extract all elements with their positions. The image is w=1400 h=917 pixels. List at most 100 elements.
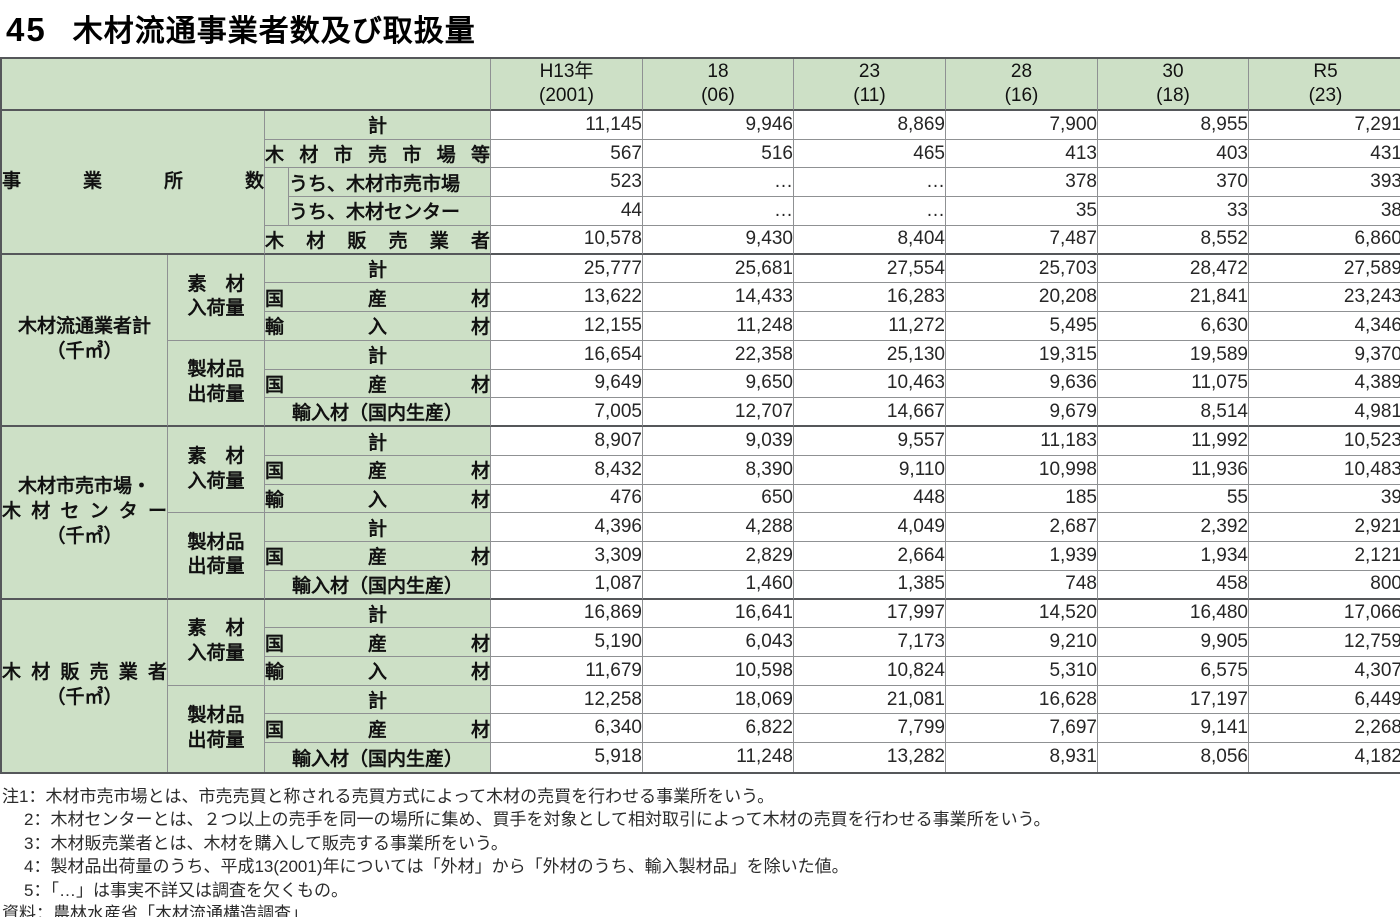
value-cell: 5,918 <box>491 743 643 772</box>
year-sublabel: (23) <box>1308 85 1343 106</box>
value-cell: 9,946 <box>643 111 794 140</box>
value-cell: 25,681 <box>643 254 794 284</box>
row-label: 計 <box>265 427 491 456</box>
subgroup-label: 素 材 入荷量 <box>168 254 265 341</box>
value-cell: 13,282 <box>794 743 946 772</box>
value-cell: 55 <box>1098 484 1249 514</box>
value-cell: 10,824 <box>794 657 946 686</box>
value-cell: 12,258 <box>491 685 643 715</box>
value-cell: 11,075 <box>1098 369 1249 399</box>
value-cell: 1,385 <box>794 570 946 600</box>
row-label: 国産材 <box>265 628 491 657</box>
year-sublabel: (2001) <box>539 85 594 106</box>
table-row: うち、木材市売市場 523 … … 378 370 393 <box>2 168 1400 226</box>
value-cell: 25,777 <box>491 254 643 284</box>
value-cell: 16,628 <box>946 685 1098 715</box>
value-cell: 4,346 <box>1249 312 1400 341</box>
value-cell: 448 <box>794 484 946 514</box>
value-cell: 10,578 <box>491 225 643 255</box>
subgroup-label: 素 材 入荷量 <box>168 599 265 686</box>
row-label: 国産材 <box>265 369 491 399</box>
table-row: 製材品 出荷量 計 4,396 4,288 4,049 2,687 2,392 … <box>2 513 1400 600</box>
row-label: 輸入材 <box>265 657 491 686</box>
subgroup-label: 製材品 出荷量 <box>168 340 265 428</box>
value-cell: 2,664 <box>794 541 946 571</box>
group-label-line: 木材市売市場・ <box>17 476 151 498</box>
subgroup-label-line: 製材品 <box>187 531 245 553</box>
note-line: 3：木材販売業者とは、木材を購入して販売する事業所をいう。 <box>24 833 508 853</box>
page: 45 木材流通事業者数及び取扱量 H13年 (2001) 18 (06) 23 … <box>0 6 1400 917</box>
value-cell: 8,907 <box>491 427 643 456</box>
group-label: 木材市売市場・ 木材センター （千㎥） <box>2 427 168 600</box>
value-cell: 4,981 <box>1249 398 1400 428</box>
note-line: 注1：木材市売市場とは、市売売買と称される売買方式によって木材の売買を行わせる事… <box>2 786 775 806</box>
year-sublabel: (18) <box>1156 85 1190 106</box>
value-cell: 650 <box>643 484 794 514</box>
year-header-cell: 18 (06) <box>643 59 794 111</box>
subgroup-label-line: 製材品 <box>187 705 245 727</box>
value-cell: 22,358 <box>643 340 794 370</box>
subgroup-label-line: 入荷量 <box>187 298 245 320</box>
value-cell: 2,121 <box>1249 541 1400 571</box>
value-cell: 7,291 <box>1249 111 1400 140</box>
value-cell: 8,552 <box>1098 225 1249 255</box>
group-label-line: 木材流通業者計 <box>17 316 151 338</box>
subgroup-label-line: 出荷量 <box>187 556 245 578</box>
value-cell: 21,081 <box>794 685 946 715</box>
value-cell: 11,679 <box>491 657 643 686</box>
value-cell: 25,703 <box>946 254 1098 284</box>
value-cell: 8,432 <box>491 455 643 485</box>
value-cell: 16,480 <box>1098 599 1249 629</box>
value-cell: 27,554 <box>794 254 946 284</box>
value-cell: 14,433 <box>643 283 794 313</box>
value-cell: 9,650 <box>643 369 794 399</box>
value-cell: 6,575 <box>1098 657 1249 686</box>
table-row: 木材販売業者 10,578 9,430 8,404 7,487 8,552 6,… <box>2 225 1400 255</box>
table-row: 国産材 13,622 14,433 16,283 20,208 21,841 2… <box>2 283 1400 313</box>
row-label: 木材市売市場等 <box>265 139 491 169</box>
value-cell: 38 <box>1249 197 1400 226</box>
group-label: 木材販売業者 （千㎥） <box>2 599 168 772</box>
value-cell: 8,404 <box>794 225 946 255</box>
year-header-cell: 23 (11) <box>794 59 946 111</box>
header-corner-cell <box>2 59 491 111</box>
row-label: 計 <box>265 685 491 715</box>
value-cell: 9,141 <box>1098 714 1249 744</box>
value-cell: 4,389 <box>1249 369 1400 399</box>
subgroup-label: 素 材 入荷量 <box>168 427 265 514</box>
value-cell: 2,921 <box>1249 513 1400 542</box>
table-row: 輸入材 476 650 448 185 55 39 <box>2 484 1400 514</box>
value-cell: 9,679 <box>946 398 1098 428</box>
value-cell: 12,707 <box>643 398 794 428</box>
group-label-line: 木材センター <box>2 501 167 523</box>
value-cell: 567 <box>491 139 643 169</box>
footnotes: 注1：木材市売市場とは、市売売買と称される売買方式によって木材の売買を行わせる事… <box>2 785 1400 917</box>
group-label-line: 木材販売業者 <box>2 662 167 683</box>
subgroup-label-line: 製材品 <box>187 359 245 381</box>
value-cell: 14,520 <box>946 599 1098 629</box>
value-cell: 4,182 <box>1249 743 1400 772</box>
value-cell: 19,315 <box>946 340 1098 370</box>
year-label: 28 <box>1010 61 1033 83</box>
subgroup-label-line: 入荷量 <box>187 643 245 665</box>
value-cell: 4,049 <box>794 513 946 542</box>
indent-strip <box>265 168 289 226</box>
value-cell: 8,955 <box>1098 111 1249 140</box>
source-line: 資料：農林水産省「木材流通構造調査」 <box>2 904 308 917</box>
row-label: 国産材 <box>265 283 491 313</box>
value-cell: 7,005 <box>491 398 643 428</box>
value-cell: 6,340 <box>491 714 643 744</box>
value-cell: 9,557 <box>794 427 946 456</box>
value-cell: 11,272 <box>794 312 946 341</box>
row-label: 計 <box>265 513 491 542</box>
note-line: 5：「…」は事実不詳又は調査を欠くもの。 <box>24 880 348 900</box>
value-cell: 7,900 <box>946 111 1098 140</box>
value-cell: 393 <box>1249 168 1400 198</box>
subgroup-label: 製材品 出荷量 <box>168 513 265 600</box>
value-cell: 11,145 <box>491 111 643 140</box>
value-cell: 185 <box>946 484 1098 514</box>
value-cell: 44 <box>491 197 643 226</box>
value-cell: 2,268 <box>1249 714 1400 744</box>
value-cell: 465 <box>794 139 946 169</box>
value-cell: 4,396 <box>491 513 643 542</box>
